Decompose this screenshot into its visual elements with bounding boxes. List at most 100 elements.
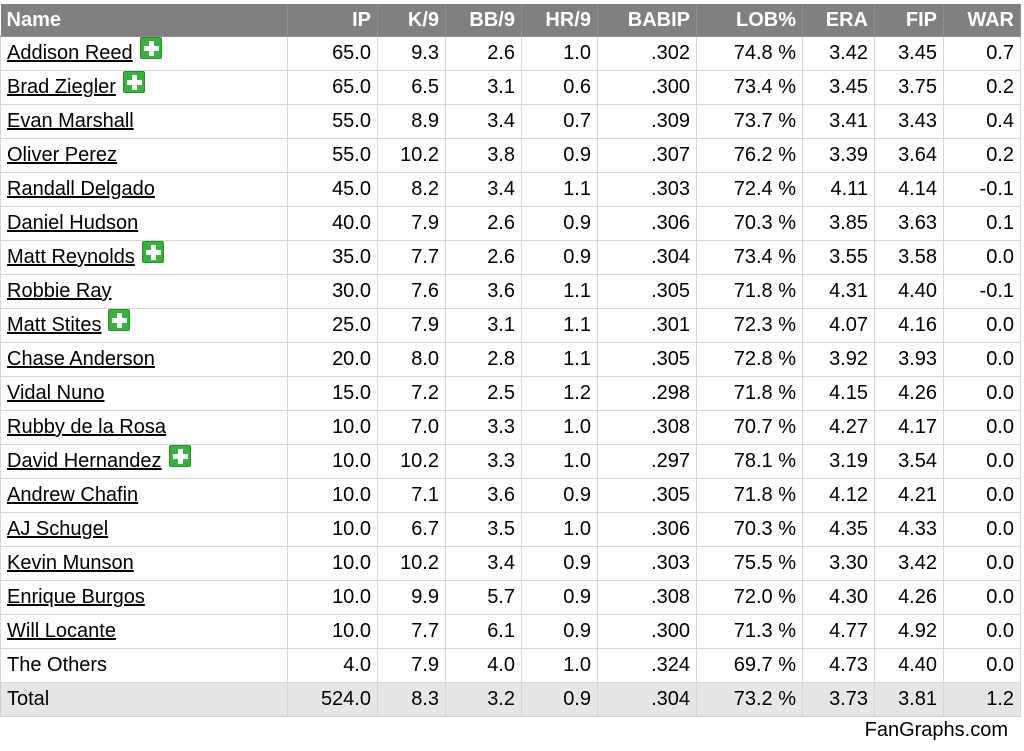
stat-cell-hr9: 1.1 [521, 274, 598, 309]
stat-cell-hr9: 0.6 [521, 70, 598, 105]
stat-cell-fip: 3.42 [874, 546, 944, 581]
player-name-link[interactable]: Andrew Chafin [7, 484, 139, 506]
player-name-cell: AJ Schugel [0, 512, 288, 547]
stat-cell-ip: 55.0 [287, 138, 378, 173]
stat-cell-era: 4.30 [802, 580, 875, 615]
column-header-bb9[interactable]: BB/9 [445, 4, 522, 37]
player-name-link[interactable]: AJ Schugel [7, 518, 109, 540]
stat-cell-k9: 7.7 [377, 614, 446, 649]
player-name-cell: Kevin Munson [0, 546, 288, 581]
player-name-cell: Robbie Ray [0, 274, 288, 309]
column-header-fip[interactable]: FIP [874, 4, 944, 37]
column-header-era[interactable]: ERA [802, 4, 875, 37]
stat-cell-ip: 15.0 [287, 376, 378, 411]
player-name-cell: Brad Ziegler [0, 70, 288, 105]
stat-cell-era: 3.42 [802, 36, 875, 71]
player-name-link[interactable]: Addison Reed [7, 42, 133, 64]
stat-cell-ip: 55.0 [287, 104, 378, 139]
stat-cell-ip: 40.0 [287, 206, 378, 241]
player-name-link[interactable]: Kevin Munson [7, 552, 134, 574]
stat-cell-k9: 7.9 [377, 206, 446, 241]
green-cross-icon[interactable] [141, 240, 164, 263]
stat-cell-war: 0.0 [943, 478, 1021, 513]
stat-cell-war: 0.0 [943, 512, 1021, 547]
player-name-link[interactable]: Randall Delgado [7, 178, 155, 200]
stat-cell-lob: 71.8 % [696, 478, 803, 513]
player-name-link[interactable]: Brad Ziegler [7, 76, 116, 98]
column-header-war[interactable]: WAR [943, 4, 1021, 37]
column-header-k9[interactable]: K/9 [377, 4, 446, 37]
player-name-cell: Randall Delgado [0, 172, 288, 207]
stat-cell-lob: 72.3 % [696, 308, 803, 343]
stat-cell-era: 3.73 [802, 682, 875, 717]
stat-cell-k9: 7.9 [377, 648, 446, 683]
green-cross-icon[interactable] [139, 36, 162, 59]
stat-cell-fip: 4.26 [874, 580, 944, 615]
column-header-ip[interactable]: IP [287, 4, 378, 37]
stat-cell-hr9: 1.1 [521, 172, 598, 207]
stat-cell-bb9: 3.4 [445, 546, 522, 581]
column-header-lob[interactable]: LOB% [696, 4, 803, 37]
stat-cell-hr9: 0.9 [521, 614, 598, 649]
stat-cell-bb9: 3.1 [445, 70, 522, 105]
stat-cell-fip: 4.14 [874, 172, 944, 207]
stat-cell-ip: 45.0 [287, 172, 378, 207]
player-name-link[interactable]: Vidal Nuno [7, 382, 105, 404]
player-name-cell: Evan Marshall [0, 104, 288, 139]
stat-cell-babip: .305 [597, 478, 697, 513]
stat-cell-hr9: 0.9 [521, 546, 598, 581]
stat-cell-war: 0.4 [943, 104, 1021, 139]
stat-cell-war: 0.0 [943, 648, 1021, 683]
stat-cell-lob: 70.7 % [696, 410, 803, 445]
table-row: Robbie Ray 30.0 7.6 3.6 1.1.305 71.8 % 4.31 4.4… [0, 274, 1021, 309]
player-name-link[interactable]: Chase Anderson [7, 348, 155, 370]
player-name-cell: Matt Stites [0, 308, 288, 343]
player-name-cell: Total [0, 682, 288, 717]
stat-cell-bb9: 2.6 [445, 206, 522, 241]
player-name-cell: Vidal Nuno [0, 376, 288, 411]
player-name-link[interactable]: David Hernandez [7, 450, 162, 472]
stat-cell-fip: 4.40 [874, 648, 944, 683]
stat-cell-babip: .297 [597, 444, 697, 479]
stat-cell-era: 4.73 [802, 648, 875, 683]
stat-cell-fip: 3.45 [874, 36, 944, 71]
player-name-link[interactable]: Evan Marshall [7, 110, 134, 132]
green-cross-icon[interactable] [122, 70, 145, 93]
source-credit: FanGraphs.com [864, 719, 1008, 741]
stat-cell-babip: .298 [597, 376, 697, 411]
stat-cell-k9: 7.1 [377, 478, 446, 513]
stat-cell-bb9: 3.6 [445, 478, 522, 513]
stat-cell-k9: 6.5 [377, 70, 446, 105]
column-header-babip[interactable]: BABIP [597, 4, 697, 37]
stat-cell-war: 0.0 [943, 342, 1021, 377]
player-name-link[interactable]: Will Locante [7, 620, 116, 642]
column-header-name[interactable]: Name [0, 4, 288, 37]
player-name-cell: Matt Reynolds [0, 240, 288, 275]
column-header-hr9[interactable]: HR/9 [521, 4, 598, 37]
green-cross-icon[interactable] [108, 308, 131, 331]
stat-cell-era: 4.35 [802, 512, 875, 547]
player-name-link[interactable]: Matt Reynolds [7, 246, 135, 268]
stat-cell-babip: .309 [597, 104, 697, 139]
stat-cell-fip: 4.40 [874, 274, 944, 309]
player-name-link[interactable]: Daniel Hudson [7, 212, 139, 234]
player-name-link[interactable]: Enrique Burgos [7, 586, 145, 608]
stat-cell-babip: .304 [597, 682, 697, 717]
stat-cell-hr9: 0.9 [521, 580, 598, 615]
green-cross-icon[interactable] [168, 444, 191, 467]
stat-cell-babip: .308 [597, 410, 697, 445]
table-total-row: Total 524.0 8.3 3.2 0.9.304 73.2 % 3.73 3.81 1.2 [0, 682, 1021, 717]
player-name-link[interactable]: Robbie Ray [7, 280, 112, 302]
stat-cell-fip: 3.64 [874, 138, 944, 173]
player-name-cell: Daniel Hudson [0, 206, 288, 241]
stat-cell-ip: 524.0 [287, 682, 378, 717]
player-name-link[interactable]: Matt Stites [7, 314, 102, 336]
table-row: AJ Schugel 10.0 6.7 3.5 1.0.306 70.3 % 4.35 4.3… [0, 512, 1021, 547]
stat-cell-era: 4.11 [802, 172, 875, 207]
table-row: Andrew Chafin 10.0 7.1 3.6 0.9.305 71.8 % 4.12… [0, 478, 1021, 513]
player-name-link[interactable]: Oliver Perez [7, 144, 118, 166]
stat-cell-war: 0.0 [943, 410, 1021, 445]
stat-cell-war: 0.1 [943, 206, 1021, 241]
stat-cell-bb9: 3.8 [445, 138, 522, 173]
player-name-link[interactable]: Rubby de la Rosa [7, 416, 166, 438]
